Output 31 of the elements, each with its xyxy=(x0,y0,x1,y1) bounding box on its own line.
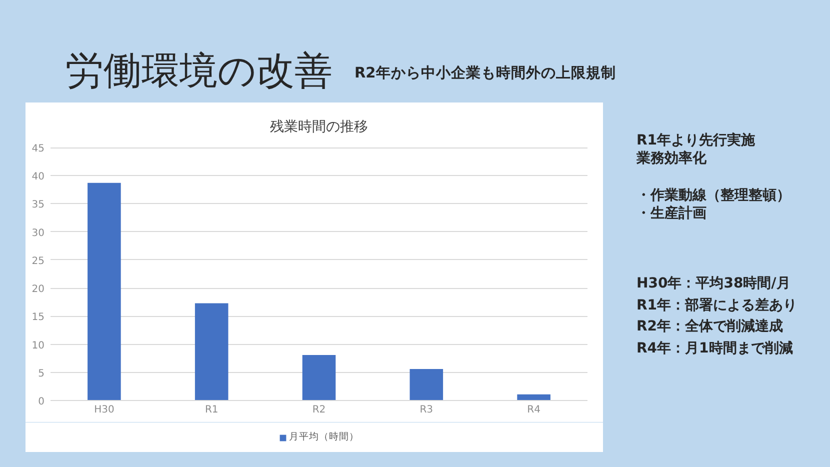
y-tick-label: 45 xyxy=(32,144,45,154)
y-tick-label: 5 xyxy=(38,368,45,380)
text: 労働環境の改善 xyxy=(66,48,332,92)
text: R1年：部署による差あり xyxy=(636,296,798,314)
bar xyxy=(410,369,444,400)
y-tick-label: 0 xyxy=(38,396,45,408)
y-tick-label: 35 xyxy=(32,200,45,211)
text: ・作業動線（整理整頓） xyxy=(636,188,790,204)
text: ・生産計画 xyxy=(636,204,706,222)
y-tick-label: 10 xyxy=(32,340,45,352)
bar xyxy=(194,303,228,400)
y-tick-label: 20 xyxy=(32,284,45,296)
text: R1年より先行実施 xyxy=(636,132,756,148)
text: 業務効率化 xyxy=(636,150,708,166)
x-tick-label: R3 xyxy=(420,404,434,416)
chart-title: 残業時間の推移 xyxy=(270,119,368,135)
text: R2年：全体で削減達成 xyxy=(636,318,784,334)
text: R2年から中小企業も時間外の上限規制 xyxy=(354,64,616,82)
y-tick-label: 15 xyxy=(32,312,45,324)
legend-label: 月平均（時間） xyxy=(289,430,359,444)
bar xyxy=(88,182,121,400)
x-tick-label: R1 xyxy=(204,404,218,416)
x-tick-label: R4 xyxy=(527,404,540,416)
text: R4年：月1時間まで削減 xyxy=(636,340,793,356)
y-tick-label: 25 xyxy=(32,256,45,267)
x-tick-label: R2 xyxy=(312,404,326,416)
x-tick-label: H30 xyxy=(94,404,114,416)
y-tick-label: 30 xyxy=(32,228,45,239)
y-tick-label: 40 xyxy=(32,172,45,183)
bar xyxy=(302,354,336,400)
text: H30年：平均38時間/月 xyxy=(636,276,790,292)
